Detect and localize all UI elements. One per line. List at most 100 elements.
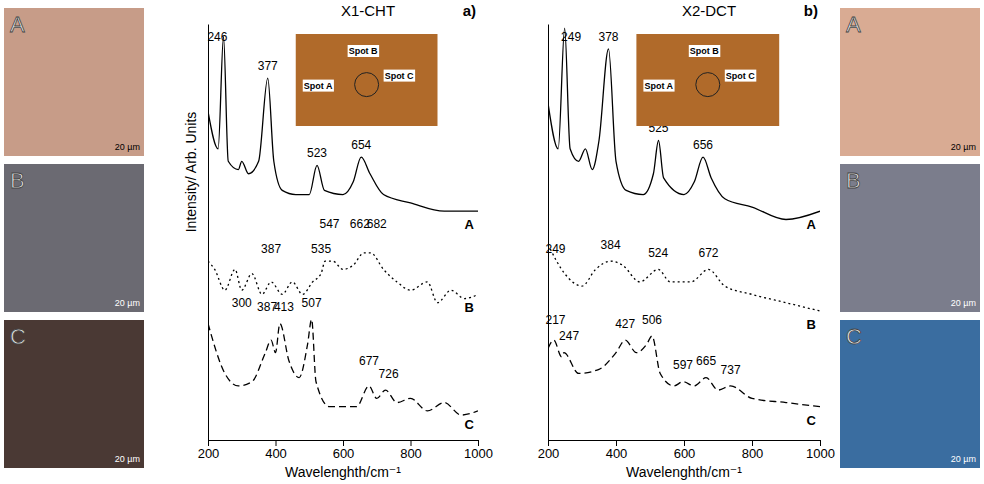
micrograph: B 20 µm	[840, 164, 980, 312]
x-tick-label: 400	[606, 446, 628, 461]
peak-label: 726	[379, 367, 399, 381]
chart-title: X1-CHT	[341, 2, 395, 19]
y-axis-line	[208, 25, 209, 441]
x-tick-mark	[411, 440, 412, 446]
x-axis-title: Wavelenghth/cm⁻¹	[285, 464, 401, 480]
chart-panel: 2004006008001000ABC249378525656249384524…	[538, 2, 835, 480]
inset-label: Spot B	[690, 46, 719, 56]
peak-label: 413	[274, 300, 294, 314]
micrograph: C 20 µm	[840, 320, 980, 468]
micrograph-letter: C	[10, 324, 26, 349]
x-axis-line	[209, 441, 479, 447]
scale-bar-label: 20 µm	[115, 454, 140, 464]
peak-label: 535	[311, 242, 331, 256]
micrograph-letter: A	[846, 12, 861, 37]
x-tick-label: 200	[538, 446, 560, 461]
x-tick: 200	[198, 440, 220, 461]
x-tick-label: 600	[674, 446, 696, 461]
inset-label-ground	[348, 45, 379, 57]
peak-label: 682	[367, 217, 387, 231]
series-label: B	[807, 317, 816, 332]
x-tick-label: 400	[265, 446, 287, 461]
series-label: B	[465, 300, 474, 315]
peak-label: 737	[721, 363, 741, 377]
y-axis-title: Intensity/ Arb. Units	[183, 112, 199, 233]
inset-image	[636, 34, 779, 126]
x-tick-label: 600	[333, 446, 355, 461]
peak-label: 249	[561, 30, 581, 44]
x-tick: 400	[606, 440, 628, 461]
series-label: C	[807, 413, 817, 428]
peak-label: 247	[559, 329, 579, 343]
series-label: A	[465, 217, 475, 232]
peak-label: 387	[261, 242, 281, 256]
scale-bar-label: 20 µm	[951, 454, 976, 464]
micrograph-image	[840, 8, 980, 156]
x-tick-mark	[752, 440, 753, 446]
x-axis-line	[549, 441, 821, 447]
micrograph-letter: C	[846, 324, 862, 349]
peak-label: 597	[673, 358, 693, 372]
micrograph-image	[840, 164, 980, 312]
scale-bar-label: 20 µm	[951, 142, 976, 152]
x-tick: 800	[742, 440, 764, 461]
x-tick-mark	[548, 440, 549, 446]
x-tick-label: 800	[400, 446, 422, 461]
x-tick-label: 1000	[464, 446, 493, 461]
peak-label: 300	[232, 296, 252, 310]
x-tick-mark	[208, 440, 209, 446]
chart-title: X2-DCT	[682, 2, 736, 19]
inset: Spot ASpot BSpot C	[636, 34, 779, 126]
micrograph-letter: B	[846, 168, 861, 193]
x-tick: 1000	[806, 440, 835, 461]
inset-label-ground	[689, 45, 720, 57]
inset-label: Spot B	[349, 46, 378, 56]
x-tick: 1000	[464, 440, 493, 461]
y-axis	[548, 25, 549, 441]
peak-label: 524	[648, 246, 668, 260]
x-tick-mark	[820, 440, 821, 446]
y-axis-line	[548, 25, 549, 441]
inset-image	[296, 34, 438, 126]
scale-bar-label: 20 µm	[115, 298, 140, 308]
micrograph-image	[4, 320, 144, 468]
x-tick-mark	[343, 440, 344, 446]
x-tick: 800	[400, 440, 422, 461]
inset-label-ground	[643, 80, 674, 92]
peak-label: 677	[359, 354, 379, 368]
peak-label: 246	[207, 30, 227, 44]
peak-label: 507	[302, 296, 322, 310]
x-tick-mark	[478, 440, 479, 446]
peak-label: 249	[545, 242, 565, 256]
scale-bar-label: 20 µm	[951, 298, 976, 308]
peak-label: 217	[545, 313, 565, 327]
peak-label: 506	[642, 313, 662, 327]
inset-label: Spot A	[304, 81, 333, 91]
micrograph: A 20 µm	[840, 8, 980, 156]
peak-label: 654	[351, 138, 371, 152]
x-tick: 600	[674, 440, 696, 461]
peak-label: 384	[601, 238, 621, 252]
x-tick-label: 1000	[806, 446, 835, 461]
micrograph: B 20 µm	[4, 164, 144, 312]
micrograph-image	[4, 8, 144, 156]
series-group	[548, 28, 820, 407]
spectrum-line	[208, 319, 478, 415]
peak-label: 665	[696, 354, 716, 368]
micrograph-image	[840, 320, 980, 468]
micrograph: A20 µm	[4, 8, 144, 156]
panel-letter: b)	[804, 2, 818, 19]
x-tick: 400	[265, 440, 287, 461]
micrograph: C 20 µm	[4, 320, 144, 468]
micrograph-image	[4, 164, 144, 312]
x-tick-mark	[684, 440, 685, 446]
micrograph-letter: A	[10, 12, 25, 37]
inset-label-ground	[725, 70, 756, 82]
x-tick-mark	[276, 440, 277, 446]
x-tick-label: 800	[742, 446, 764, 461]
peak-label: 427	[615, 317, 635, 331]
micrograph-letter: B	[10, 168, 25, 193]
series-label: A	[807, 217, 817, 232]
panel-letter: a)	[463, 2, 476, 19]
inset-label-ground	[303, 80, 334, 92]
